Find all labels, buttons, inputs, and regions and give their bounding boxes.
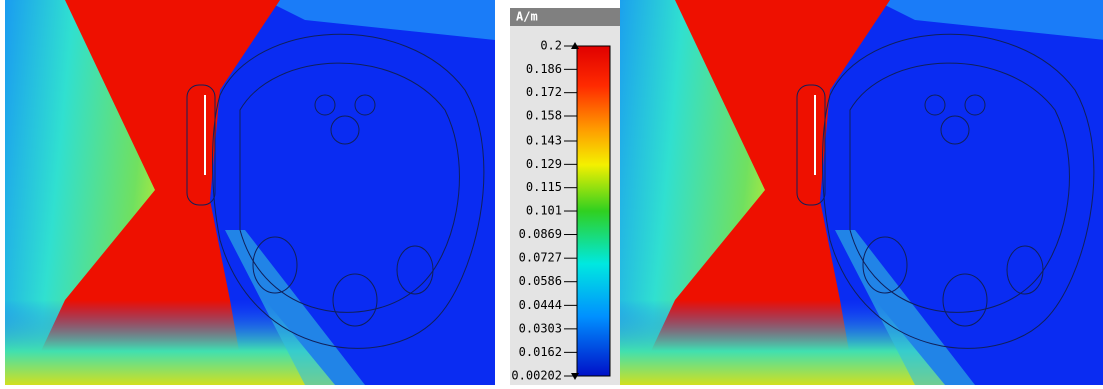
tick-label: 0.0444 (519, 298, 562, 312)
tick-label: 0.0303 (519, 321, 562, 335)
colorbar-unit: A/m (516, 10, 538, 24)
tick-label: 0.0586 (519, 274, 562, 288)
tick-label: 0.143 (526, 134, 562, 148)
field-plot-right (614, 0, 1103, 386)
colorbar (576, 45, 611, 377)
colorbar-header (510, 8, 620, 26)
tick-label: 0.115 (526, 180, 562, 194)
tick-label: 0.129 (526, 157, 562, 171)
tick-label: 0.186 (526, 62, 562, 76)
tick-label: 0.2 (540, 39, 562, 53)
tick-label: 0.0727 (519, 251, 562, 265)
tick-label: 0.172 (526, 85, 562, 99)
tick-label: 0.00202 (511, 369, 562, 383)
colorbar-ticks: 0.2 0.186 0.172 0.158 0.143 0.129 0.115 0.101 0.… (511, 39, 577, 383)
field-plot-left (4, 0, 496, 386)
tick-label: 0.0162 (519, 345, 562, 359)
tick-label: 0.158 (526, 109, 562, 123)
tick-label: 0.101 (526, 204, 562, 218)
tick-label: 0.0869 (519, 227, 562, 241)
